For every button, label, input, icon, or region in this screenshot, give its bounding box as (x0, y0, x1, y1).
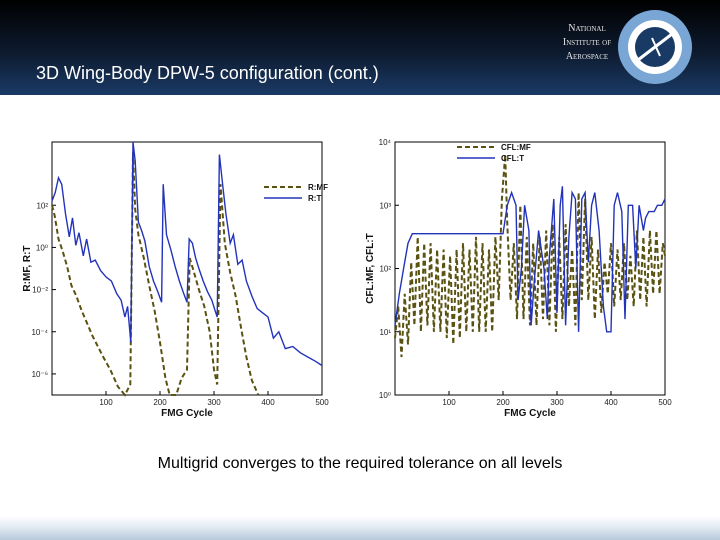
x-axis-label: FMG Cycle (161, 408, 213, 419)
charts-area: 100 200 300 400 500 10² 10⁰ 10⁻² 10⁻⁴ 10⁻⁶ FMG Cyc… (22, 138, 672, 419)
x-tick-label: 300 (550, 398, 564, 407)
series-line-r-mf (51, 152, 260, 397)
x-tick-label: 100 (442, 398, 456, 407)
x-tick-label: 100 (99, 398, 113, 407)
y-tick-label: 10² (36, 201, 48, 210)
slide-title: 3D Wing-Body DPW-5 configuration (cont.) (36, 63, 379, 83)
slide-header (0, 0, 720, 95)
footer-bar (0, 516, 720, 540)
logo-wordmark: National Institute of Aerospace (556, 22, 618, 64)
slide-caption: Multigrid converges to the required tole… (157, 455, 563, 472)
y-tick-label: 10⁴ (379, 138, 392, 147)
y-tick-label: 10² (379, 265, 391, 274)
y-axis-label: CFL:MF, CFL:T (365, 233, 376, 304)
x-tick-label: 500 (315, 398, 329, 407)
y-axis-label: R:MF, R:T (22, 245, 33, 291)
legend-label: CFL:MF (501, 143, 531, 152)
y-tick-label: 10⁻⁶ (32, 370, 48, 379)
x-tick-label: 400 (604, 398, 618, 407)
y-tick-label: 10⁻⁴ (31, 328, 48, 337)
logo-line: Aerospace (565, 51, 609, 62)
plot-frame (51, 141, 323, 396)
logo-line: National (568, 23, 606, 34)
x-tick-label: 300 (207, 398, 221, 407)
legend-label: R:MF (308, 183, 328, 192)
series-line-cfl-mf (394, 154, 666, 358)
y-tick-label: 10³ (379, 201, 391, 210)
series-line-r-t (51, 141, 323, 367)
x-tick-label: 200 (496, 398, 510, 407)
x-tick-label: 500 (658, 398, 672, 407)
x-axis-label: FMG Cycle (504, 408, 556, 419)
y-tick-label: 10⁻² (32, 286, 48, 295)
legend-label: CFL:T (501, 154, 524, 163)
y-tick-label: 10⁰ (36, 243, 48, 252)
x-tick-label: 200 (153, 398, 167, 407)
y-tick-label: 10⁰ (379, 391, 391, 400)
logo-line: Institute of (562, 37, 612, 48)
series-line-cfl-t (394, 186, 666, 333)
x-tick-label: 400 (261, 398, 275, 407)
logo-seal-icon (618, 10, 692, 84)
y-tick-label: 10¹ (379, 328, 391, 337)
legend-label: R:T (308, 194, 321, 203)
